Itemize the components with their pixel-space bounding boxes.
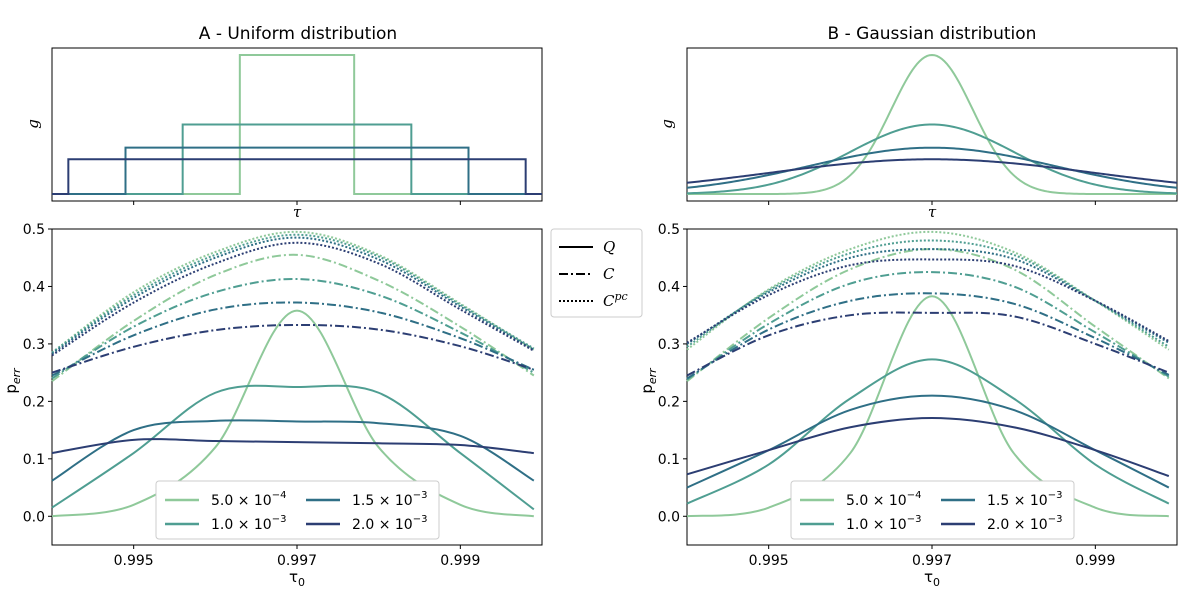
- legend-width-label-0: 5.0 × 10−4: [211, 490, 286, 509]
- panel-a-top-ticks: [133, 201, 461, 205]
- series-dotted-9: [686, 239, 1170, 348]
- panel-b-bottom-xlabel: τ0: [924, 568, 940, 589]
- ytick-label-1: 0.1: [658, 452, 680, 468]
- panel-a-title: A - Uniform distribution: [199, 24, 397, 44]
- xtick-label-0: 0.995: [114, 553, 154, 569]
- top-curve-2: [686, 146, 1178, 189]
- top-curve-3: [52, 158, 542, 196]
- legend-width-label-3: 2.0 × 10−3: [352, 514, 427, 533]
- panel-b-bottom-ticks: 0.995 0.997 0.999 0.0 0.1 0.2 0.3 0.4 0.5: [658, 222, 1116, 569]
- legend-style-sup-2: pc: [614, 290, 627, 303]
- series-solid-1: [51, 384, 535, 511]
- top-curve-0: [52, 53, 542, 196]
- series-solid-3: [686, 417, 1170, 477]
- panel-b-bottom-ylabel: perr: [638, 367, 659, 394]
- legend-width-exp-2: −3: [272, 514, 287, 525]
- panel-b-top-ylabel: g: [658, 119, 676, 129]
- legend-width-label-1: 1.5 × 10−3: [987, 490, 1062, 509]
- panel-a-bottom-lines: [51, 230, 535, 518]
- legend-width-exp-3: −3: [1048, 514, 1063, 525]
- ytick-label-4: 0.4: [23, 279, 45, 295]
- series-solid-0: [686, 295, 1169, 518]
- ytick-label-1: 0.1: [23, 452, 45, 468]
- series-dotted-10: [686, 248, 1170, 345]
- legend-width-box: [155, 480, 440, 540]
- top-curve-0: [687, 53, 1177, 196]
- xtick-label-2: 0.999: [1075, 553, 1115, 569]
- legend-width-label-2: 1.0 × 10−3: [846, 514, 921, 533]
- legend-width-label-2: 1.0 × 10−3: [211, 514, 286, 533]
- xtick-label-1: 0.997: [912, 553, 952, 569]
- legend-width-exp-1: −3: [1048, 490, 1063, 501]
- legend-style-box: [550, 228, 643, 318]
- panel-a-bottom: 0.995 0.997 0.999 0.0 0.1 0.2 0.3 0.4 0.5 perr τ…: [2, 222, 543, 589]
- legend-style-label-1: C: [603, 265, 615, 283]
- ytick-label-0: 0.0: [23, 509, 45, 525]
- top-curve-1: [686, 123, 1178, 195]
- panel-b-top-xlabel: τ: [928, 203, 937, 221]
- panel-a-bottom-ylabel: perr: [2, 367, 23, 394]
- series-dashdot-6: [51, 301, 535, 377]
- series-solid-2: [51, 419, 535, 482]
- series-dashdot-7: [51, 323, 535, 374]
- panel-b-top-ticks: [768, 201, 1096, 205]
- ytick-label-2: 0.2: [658, 394, 680, 410]
- series-dashdot-4: [51, 253, 535, 383]
- series-dotted-9: [51, 233, 535, 354]
- series-dotted-8: [51, 230, 535, 354]
- panel-a-top-lines: [52, 53, 542, 196]
- legend-widths-a: 5.0 × 10−4 1.5 × 10−3 1.0 × 10−3 2.0 × 10−3: [155, 480, 440, 540]
- ytick-label-3: 0.3: [658, 337, 680, 353]
- panel-b-bottom-lines: [686, 230, 1170, 518]
- series-solid-2: [686, 394, 1170, 489]
- panel-a-top: A - Uniform distribution g τ: [24, 24, 543, 221]
- ytick-label-3: 0.3: [23, 337, 45, 353]
- xtick-label-0: 0.995: [749, 553, 789, 569]
- legend-width-exp-0: −4: [907, 490, 922, 501]
- series-solid-0: [51, 309, 534, 518]
- panel-a-top-xlabel: τ: [293, 203, 302, 221]
- series-solid-3: [51, 438, 534, 455]
- legend-widths-b: 5.0 × 10−4 1.5 × 10−3 1.0 × 10−3 2.0 × 10−3: [790, 480, 1075, 540]
- legend-width-label-1: 1.5 × 10−3: [352, 490, 427, 509]
- top-curve-1: [52, 123, 542, 196]
- ytick-label-5: 0.5: [658, 222, 680, 238]
- legend-width-label-0: 5.0 × 10−4: [846, 490, 921, 509]
- panel-b-top-lines: [686, 53, 1178, 196]
- series-dotted-11: [51, 241, 535, 357]
- panel-a-top-ylabel: g: [24, 119, 42, 129]
- series-dashdot-7: [686, 311, 1170, 377]
- series-dashdot-5: [51, 277, 535, 380]
- legend-width-box: [790, 480, 1075, 540]
- legend-width-exp-1: −3: [413, 490, 428, 501]
- ytick-label-0: 0.0: [658, 509, 680, 525]
- ytick-label-2: 0.2: [23, 394, 45, 410]
- legend-width-exp-2: −3: [907, 514, 922, 525]
- panel-b-top: B - Gaussian distribution g τ: [658, 24, 1178, 221]
- legend-style-label-0: Q: [603, 238, 615, 256]
- series-solid-1: [686, 358, 1170, 505]
- panel-a-bottom-xlabel: τ0: [289, 568, 305, 589]
- top-curve-3: [686, 158, 1178, 184]
- series-dashdot-6: [686, 292, 1170, 380]
- ytick-label-4: 0.4: [658, 279, 680, 295]
- legend-width-label-3: 2.0 × 10−3: [987, 514, 1062, 533]
- series-dashdot-4: [686, 248, 1170, 383]
- series-dashdot-5: [686, 271, 1170, 381]
- top-curve-2: [52, 146, 542, 196]
- panel-b-title: B - Gaussian distribution: [828, 24, 1037, 44]
- legend-width-exp-0: −4: [272, 490, 287, 501]
- ytick-label-5: 0.5: [23, 222, 45, 238]
- panel-a-bottom-ticks: 0.995 0.997 0.999 0.0 0.1 0.2 0.3 0.4 0.5: [23, 222, 481, 569]
- legend-width-exp-3: −3: [413, 514, 428, 525]
- xtick-label-1: 0.997: [277, 553, 317, 569]
- xtick-label-2: 0.999: [440, 553, 480, 569]
